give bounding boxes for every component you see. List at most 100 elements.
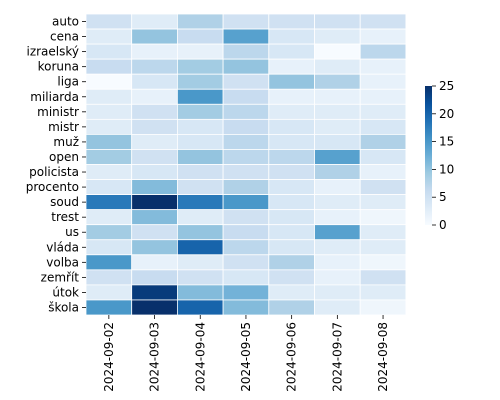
heatmap-cell xyxy=(314,269,361,286)
column-labels: 2024-09-02 2024-09-03 2024-09-04 2024-09-05… xyxy=(102,315,390,392)
heatmap-cell xyxy=(176,269,224,286)
heatmap-cell xyxy=(359,284,407,301)
row-label: us xyxy=(65,225,79,239)
heatmap-cell xyxy=(131,179,178,196)
row-label: policista xyxy=(29,165,79,179)
heatmap-cell xyxy=(222,269,270,286)
heatmap-cell xyxy=(85,269,133,286)
column-label: 2024-09-08 xyxy=(376,322,390,392)
heatmap-cell xyxy=(176,13,224,30)
column-label: 2024-09-03 xyxy=(148,322,162,392)
row-label: soud xyxy=(50,195,79,209)
heatmap-cell xyxy=(359,103,407,120)
heatmap-cell xyxy=(85,58,133,75)
heatmap-cell xyxy=(314,73,361,90)
heatmap-cell xyxy=(131,13,178,30)
heatmap-cell xyxy=(222,103,270,120)
heatmap-cell xyxy=(131,269,178,286)
heatmap-cell xyxy=(176,118,224,135)
heatmap-cell xyxy=(131,73,178,90)
row-label: miliarda xyxy=(30,90,79,104)
heatmap-cell xyxy=(268,299,315,316)
heatmap-cell xyxy=(85,284,133,301)
heatmap-cell xyxy=(131,88,178,105)
row-label: útok xyxy=(52,285,79,299)
heatmap-cell xyxy=(131,224,178,241)
row-labels: autocenaizraelskýkorunaligamiliardaminis… xyxy=(26,15,86,314)
heatmap-cell xyxy=(268,239,315,256)
heatmap-cell xyxy=(222,209,270,226)
row-label: ministr xyxy=(37,105,79,119)
heatmap-cell xyxy=(222,194,270,211)
heatmap-cell xyxy=(176,164,224,180)
heatmap-cell xyxy=(85,239,133,256)
heatmap-cell xyxy=(268,254,315,271)
heatmap-cell xyxy=(359,118,407,135)
heatmap-cell xyxy=(314,284,361,301)
heatmap-cell xyxy=(176,224,224,241)
column-label: 2024-09-05 xyxy=(239,322,253,392)
heatmap-cell xyxy=(359,28,407,45)
heatmap-cell xyxy=(268,28,315,45)
heatmap-cell xyxy=(85,73,133,90)
heatmap-cells xyxy=(85,13,407,316)
heatmap-cell xyxy=(268,164,315,180)
heatmap-cell xyxy=(268,224,315,241)
colorbar-tick-label: 20 xyxy=(439,107,454,121)
heatmap-cell xyxy=(131,194,178,211)
heatmap-cell xyxy=(268,13,315,30)
heatmap-cell xyxy=(131,239,178,256)
heatmap-cell xyxy=(314,133,361,150)
heatmap-cell xyxy=(268,43,315,60)
row-label: procento xyxy=(26,180,79,194)
column-label: 2024-09-04 xyxy=(193,322,207,392)
row-label: auto xyxy=(52,15,79,29)
heatmap-cell xyxy=(222,149,270,165)
colorbar: 0 5 10 15 20 25 xyxy=(425,79,454,232)
colorbar-gradient xyxy=(425,86,432,225)
heatmap-cell xyxy=(314,149,361,165)
heatmap-cell xyxy=(222,179,270,196)
heatmap-cell xyxy=(314,58,361,75)
heatmap-cell xyxy=(222,299,270,316)
colorbar-tick-label: 15 xyxy=(439,135,454,149)
heatmap-cell xyxy=(131,284,178,301)
heatmap-cell xyxy=(131,103,178,120)
row-label: volba xyxy=(46,255,79,269)
heatmap-cell xyxy=(222,133,270,150)
heatmap-cell xyxy=(359,58,407,75)
colorbar-tick-label: 0 xyxy=(439,218,447,232)
row-label: cena xyxy=(50,30,79,44)
heatmap-cell xyxy=(314,179,361,196)
heatmap-cell xyxy=(314,299,361,316)
heatmap-cell xyxy=(85,88,133,105)
heatmap-cell xyxy=(222,13,270,30)
row-label: izraelský xyxy=(26,45,79,59)
heatmap-cell xyxy=(314,88,361,105)
heatmap-cell xyxy=(176,179,224,196)
heatmap-cell xyxy=(314,164,361,180)
heatmap-cell xyxy=(314,194,361,211)
heatmap-cell xyxy=(359,73,407,90)
heatmap-cell xyxy=(268,103,315,120)
heatmap-cell xyxy=(359,194,407,211)
heatmap-cell xyxy=(268,284,315,301)
row-label: koruna xyxy=(38,60,79,74)
heatmap-cell xyxy=(131,118,178,135)
heatmap-cell xyxy=(176,194,224,211)
heatmap-cell xyxy=(314,43,361,60)
heatmap-cell xyxy=(222,284,270,301)
row-label: liga xyxy=(57,75,79,89)
heatmap-cell xyxy=(85,149,133,165)
heatmap-cell xyxy=(222,58,270,75)
heatmap-cell xyxy=(176,73,224,90)
heatmap-cell xyxy=(176,149,224,165)
heatmap-cell xyxy=(131,28,178,45)
heatmap-cell xyxy=(314,209,361,226)
row-label: muž xyxy=(53,135,79,149)
heatmap-cell xyxy=(85,194,133,211)
heatmap-cell xyxy=(314,103,361,120)
heatmap-cell xyxy=(131,43,178,60)
heatmap-cell xyxy=(359,149,407,165)
